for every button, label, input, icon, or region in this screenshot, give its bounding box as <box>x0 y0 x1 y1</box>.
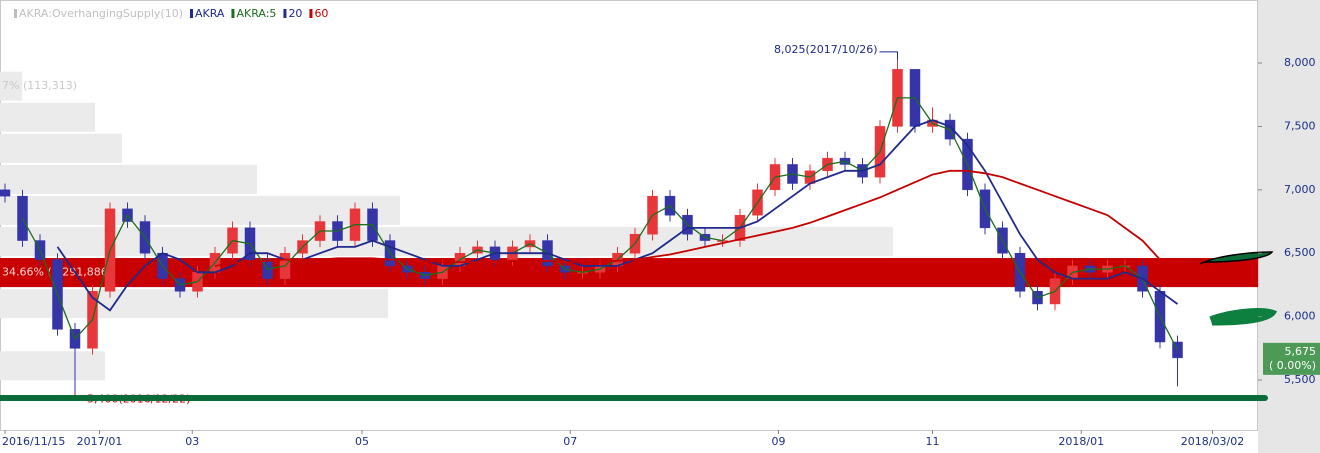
y-tick-label: 6,500 <box>1284 246 1316 259</box>
legend-label: AKRA:OverhangingSupply(10) <box>19 7 183 20</box>
legend-label: AKRA <box>195 7 225 20</box>
x-tick-label: 09 <box>772 435 786 448</box>
x-tick-label: 11 <box>926 435 940 448</box>
drawing-overlay <box>0 251 1278 401</box>
y-tick-label: 8,000 <box>1284 56 1316 69</box>
supply-bar <box>0 102 96 132</box>
price-axis-panel <box>1258 0 1320 453</box>
legend: AKRA:OverhangingSupply(10) AKRA AKRA:5 20 60 <box>14 7 328 20</box>
last-price-tag <box>1263 342 1320 375</box>
moving-average <box>214 169 1161 267</box>
legend-swatch <box>189 9 193 18</box>
moving-average <box>21 97 1179 351</box>
candle-body <box>1172 341 1183 359</box>
annotation-leader <box>879 51 898 60</box>
x-tick-label: 2018/01 <box>1058 435 1104 448</box>
supply-bar <box>0 195 401 225</box>
supply-bar <box>0 71 23 101</box>
supply-bar <box>0 133 122 163</box>
support-marker <box>1209 308 1278 326</box>
axes: 5,500 6,000 6,500 7,000 7,500 8,000 2016/11/15… <box>2 56 1320 448</box>
legend-swatch <box>14 9 17 18</box>
candle-body <box>17 195 28 241</box>
supply-bar <box>0 164 258 194</box>
price-layer: 8,025(2017/10/26)5,400(2016/12/22) <box>0 43 1183 406</box>
candle-body <box>0 189 11 197</box>
x-tick-label: 05 <box>355 435 369 448</box>
legend-swatch <box>309 9 313 18</box>
legend-label: 60 <box>314 7 328 20</box>
x-tick-label: 2018/03/02 <box>1181 435 1244 448</box>
last-price: 5,675 <box>1285 345 1317 358</box>
legend-label: 20 <box>288 7 302 20</box>
x-tick-label: 2016/11/15 <box>2 435 65 448</box>
y-tick-label: 6,000 <box>1284 310 1316 323</box>
legend-label: AKRA:5 <box>236 7 276 20</box>
x-tick-label: 2017/01 <box>77 435 123 448</box>
legend-swatch <box>283 9 287 18</box>
overhanging-supply: 34.66% (5,291,886)7% (113,313) <box>0 71 1259 381</box>
legend-swatch <box>231 9 235 18</box>
y-tick-label: 7,000 <box>1284 183 1316 196</box>
last-change: ( 0.00%) <box>1269 359 1316 372</box>
supply-bar <box>0 351 105 381</box>
supply-note: 7% (113,313) <box>2 79 77 92</box>
moving-average <box>56 119 1179 312</box>
annotation: 8,025(2017/10/26) <box>774 43 877 56</box>
y-tick-label: 5,500 <box>1284 373 1316 386</box>
resistance-marker <box>1199 251 1274 265</box>
x-tick-label: 03 <box>185 435 199 448</box>
y-tick-label: 7,500 <box>1284 119 1316 132</box>
x-tick-label: 07 <box>563 435 577 448</box>
supply-bar <box>0 226 893 257</box>
